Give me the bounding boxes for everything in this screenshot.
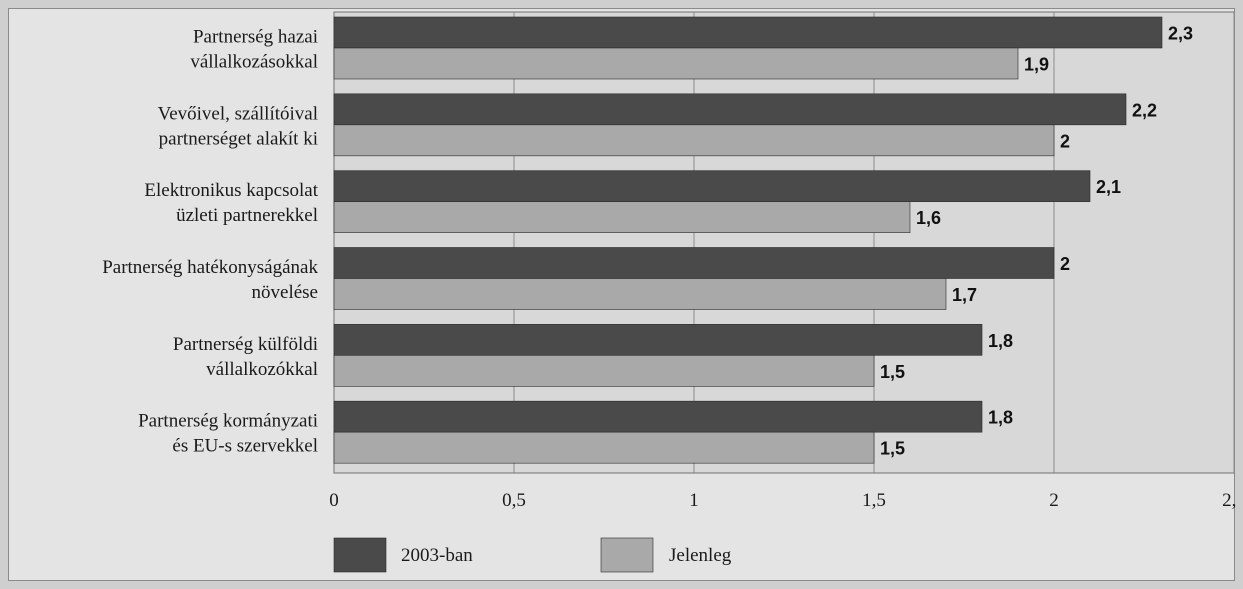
category-label: Partnerség hatékonyságának: [102, 257, 318, 278]
data-label: 1,5: [880, 362, 905, 382]
category-label: üzleti partnerekkel: [176, 205, 318, 226]
legend-label: Jelenleg: [669, 545, 732, 566]
x-tick-label: 0: [329, 490, 339, 511]
data-label: 2,2: [1132, 100, 1157, 120]
bar: [333, 16, 1163, 49]
data-label: 2: [1060, 131, 1070, 151]
category-label: partnerséget alakít ki: [159, 128, 318, 149]
category-label: Partnerség kormányzati: [138, 411, 318, 432]
bar: [333, 431, 875, 464]
bar: [333, 400, 983, 433]
category-label: és EU-s szervekkel: [172, 436, 318, 457]
data-label: 1,6: [916, 208, 941, 228]
category-label: vállalkozásokkal: [190, 51, 318, 72]
legend-swatch: [333, 537, 387, 573]
chart-frame: 2,3 1,9 Partnerség hazai vállalkozásokkal 2,…: [8, 8, 1236, 581]
x-tick-label: 1: [689, 490, 699, 511]
data-label: 1,7: [952, 285, 977, 305]
data-label: 1,8: [988, 408, 1013, 428]
legend-label: 2003-ban: [401, 545, 473, 566]
bar: [333, 124, 1055, 157]
x-tick-label: 2,5: [1222, 490, 1236, 511]
bar: [333, 201, 911, 233]
bar: [333, 93, 1127, 126]
data-label: 2,1: [1096, 177, 1121, 197]
x-tick-label: 1,5: [862, 490, 886, 511]
data-label: 2: [1060, 254, 1070, 274]
bar: [333, 170, 1091, 202]
bar: [333, 278, 947, 310]
data-label: 2,3: [1168, 24, 1193, 44]
data-label: 1,9: [1024, 55, 1049, 75]
plot-area: [333, 11, 1235, 474]
category-label: Partnerség külföldi: [173, 334, 318, 355]
data-label: 1,8: [988, 331, 1013, 351]
bar: [333, 247, 1055, 279]
category-label: Vevőivel, szállítóival: [158, 103, 318, 124]
x-tick-label: 0,5: [502, 490, 526, 511]
x-tick-label: 2: [1049, 490, 1059, 511]
category-label: Partnerség hazai: [193, 26, 318, 47]
bar: [333, 355, 875, 387]
bar: [333, 324, 983, 356]
legend-swatch: [600, 537, 654, 573]
bar-chart: 2,3 1,9 Partnerség hazai vállalkozásokkal 2,…: [102, 11, 1236, 573]
category-label: Elektronikus kapcsolat: [144, 180, 318, 201]
bar: [333, 47, 1019, 80]
category-label: vállalkozókkal: [206, 359, 318, 380]
data-label: 1,5: [880, 439, 905, 459]
category-label: növelése: [252, 282, 318, 303]
